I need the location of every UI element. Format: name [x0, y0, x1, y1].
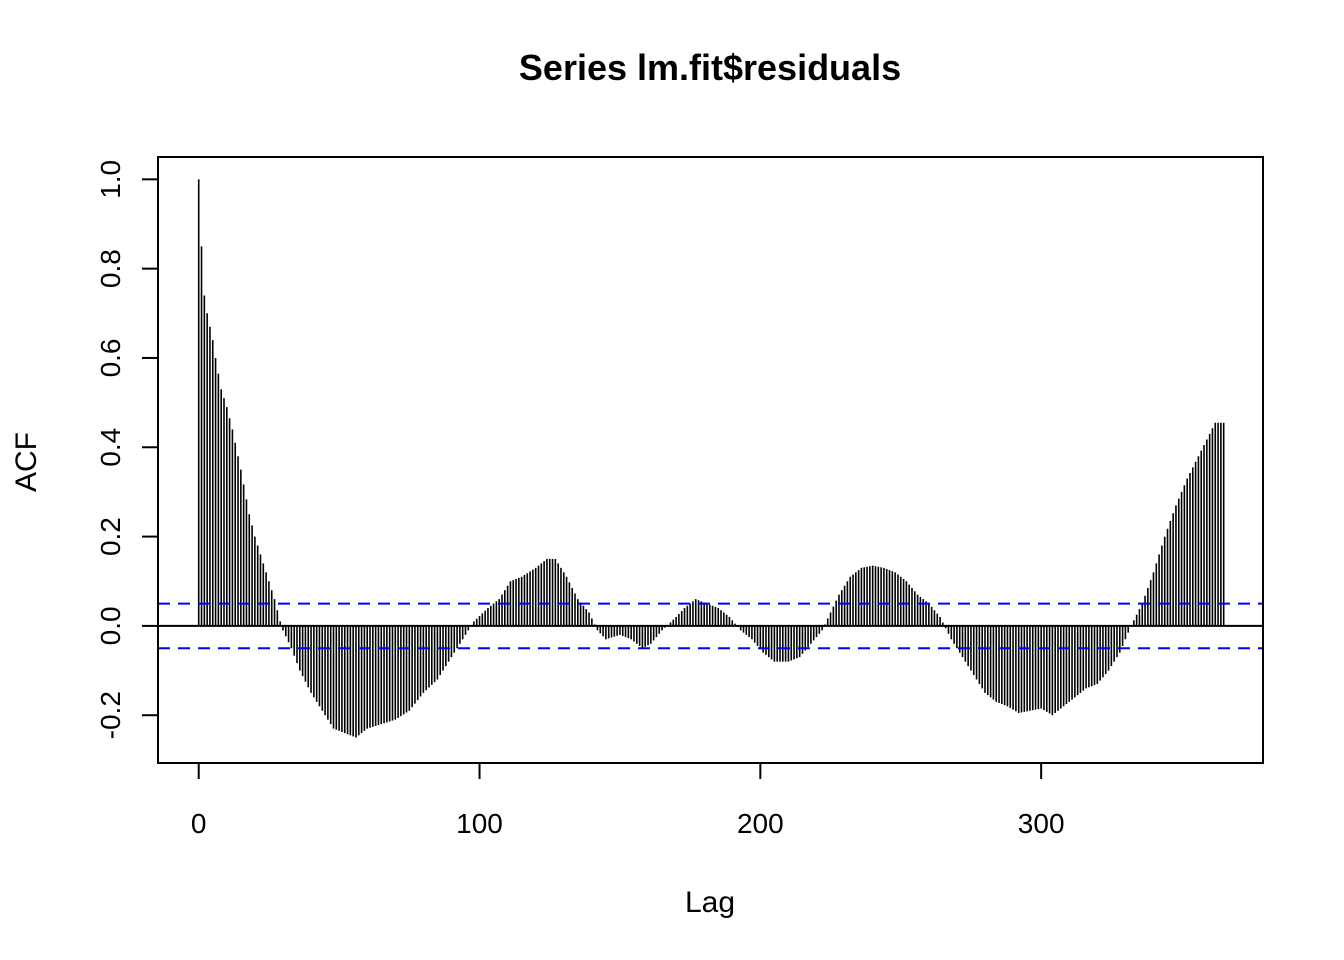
x-tick-label: 100	[456, 808, 503, 839]
y-tick-label: 0.2	[95, 517, 126, 556]
y-axis: -0.2 0.0 0.2 0.4 0.6 0.8 1.0	[95, 160, 159, 739]
x-tick-label: 200	[737, 808, 784, 839]
x-axis-label: Lag	[685, 886, 735, 919]
x-tick-label: 300	[1018, 808, 1065, 839]
x-axis: 0 100 200 300	[191, 762, 1065, 839]
y-tick-label: -0.2	[95, 691, 126, 739]
chart-title: Series lm.fit$residuals	[519, 47, 901, 88]
y-axis-label: ACF	[10, 432, 43, 492]
y-tick-label: 0.0	[95, 606, 126, 645]
y-tick-label: 1.0	[95, 160, 126, 199]
acf-bars	[197, 179, 1225, 738]
y-tick-label: 0.8	[95, 249, 126, 288]
y-tick-label: 0.4	[95, 428, 126, 467]
x-tick-label: 0	[191, 808, 207, 839]
y-tick-label: 0.6	[95, 338, 126, 377]
